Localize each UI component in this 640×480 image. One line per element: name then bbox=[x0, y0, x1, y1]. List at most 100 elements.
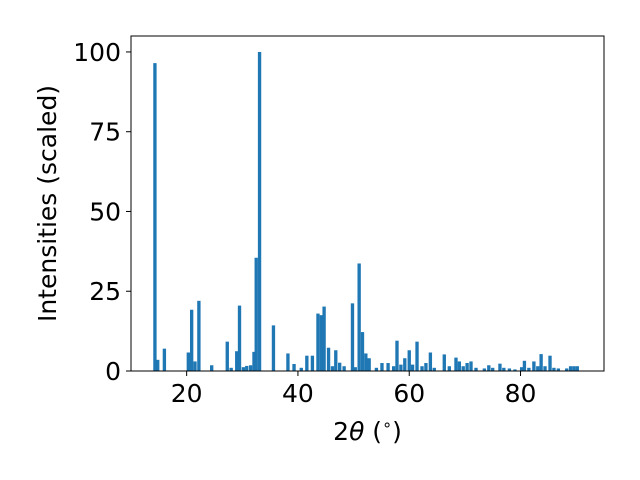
bar bbox=[469, 361, 473, 371]
bar bbox=[326, 347, 331, 371]
bar bbox=[513, 369, 517, 371]
y-tick-label: 50 bbox=[89, 197, 121, 226]
bar bbox=[235, 351, 239, 371]
bar bbox=[465, 363, 469, 371]
bar bbox=[522, 360, 527, 371]
bar bbox=[507, 368, 512, 371]
bar bbox=[316, 313, 320, 371]
y-tick-label: 75 bbox=[89, 118, 121, 147]
bar bbox=[153, 63, 157, 372]
bar bbox=[575, 366, 579, 371]
bar bbox=[271, 325, 276, 371]
bar bbox=[342, 366, 346, 371]
bar bbox=[245, 365, 249, 371]
bar bbox=[447, 366, 451, 371]
plot-frame bbox=[130, 35, 605, 372]
bar bbox=[364, 353, 368, 371]
bar bbox=[424, 363, 428, 371]
bar bbox=[305, 355, 309, 371]
bar bbox=[374, 367, 379, 371]
bar bbox=[322, 306, 326, 371]
bar bbox=[310, 355, 315, 371]
bar bbox=[552, 367, 556, 371]
x-axis-label-symbol: θ bbox=[349, 417, 364, 446]
bar bbox=[539, 354, 543, 371]
bar bbox=[474, 367, 478, 371]
bar bbox=[225, 341, 229, 371]
bar bbox=[399, 364, 403, 371]
bar bbox=[548, 355, 552, 371]
bar bbox=[442, 354, 446, 371]
bar bbox=[461, 366, 465, 371]
bar bbox=[241, 367, 246, 371]
bar bbox=[237, 305, 242, 371]
bar bbox=[156, 359, 160, 371]
bar bbox=[299, 367, 303, 371]
bar bbox=[532, 361, 536, 371]
y-axis-label: Intensities (scaled) bbox=[33, 85, 62, 322]
bar bbox=[415, 341, 419, 371]
y-axis-ticks: 0 25 50 75 100 bbox=[73, 38, 131, 386]
bar bbox=[254, 257, 258, 371]
bar bbox=[319, 315, 323, 371]
bar bbox=[334, 350, 338, 371]
bar bbox=[162, 348, 167, 371]
bar bbox=[357, 263, 361, 371]
bar bbox=[410, 364, 415, 371]
bar bbox=[395, 340, 399, 371]
x-axis-ticks: 20 40 60 80 bbox=[171, 371, 537, 408]
bar bbox=[498, 363, 502, 371]
bar bbox=[286, 353, 290, 371]
bar bbox=[386, 363, 390, 371]
x-tick-label: 40 bbox=[282, 379, 314, 408]
bar bbox=[568, 366, 573, 371]
bar bbox=[186, 352, 190, 371]
bar bbox=[428, 352, 433, 371]
bar bbox=[543, 366, 547, 371]
bar bbox=[367, 358, 371, 371]
bar bbox=[482, 368, 487, 371]
bar bbox=[257, 51, 262, 371]
x-axis-label-prefix: 2 bbox=[333, 417, 349, 446]
bar bbox=[565, 368, 569, 371]
bars-group bbox=[153, 51, 579, 372]
y-tick-label: 25 bbox=[89, 277, 121, 306]
bar bbox=[432, 367, 436, 371]
bar bbox=[527, 367, 531, 371]
bar bbox=[380, 363, 384, 371]
bar bbox=[491, 367, 495, 371]
bar bbox=[487, 365, 491, 371]
bar bbox=[454, 357, 458, 371]
y-tick-label: 0 bbox=[105, 357, 121, 386]
x-tick-label: 60 bbox=[393, 379, 425, 408]
bar bbox=[252, 351, 256, 371]
bar bbox=[556, 368, 561, 371]
bar bbox=[502, 367, 506, 371]
bar bbox=[193, 361, 197, 371]
bar bbox=[536, 366, 540, 371]
x-axis-label-suffix: ( bbox=[364, 417, 382, 446]
x-tick-label: 20 bbox=[171, 379, 203, 408]
bar bbox=[189, 309, 194, 371]
bar bbox=[572, 366, 576, 371]
bar bbox=[353, 367, 357, 371]
bar bbox=[407, 350, 411, 371]
bar bbox=[338, 362, 342, 371]
x-axis-label-degree: ∘ bbox=[382, 415, 392, 434]
y-tick-label: 100 bbox=[73, 38, 121, 67]
bar bbox=[360, 332, 365, 371]
bar bbox=[330, 366, 335, 371]
x-axis-label-end: ) bbox=[392, 417, 402, 446]
bar bbox=[229, 367, 233, 371]
bar bbox=[519, 367, 524, 371]
bar bbox=[292, 363, 296, 371]
bar bbox=[457, 361, 461, 371]
x-axis-label: 2θ (∘) bbox=[333, 415, 402, 446]
bar bbox=[403, 358, 407, 371]
bar bbox=[210, 365, 214, 371]
bar bbox=[197, 300, 201, 371]
bar bbox=[420, 366, 424, 371]
x-tick-label: 80 bbox=[505, 379, 537, 408]
bar bbox=[350, 303, 355, 371]
